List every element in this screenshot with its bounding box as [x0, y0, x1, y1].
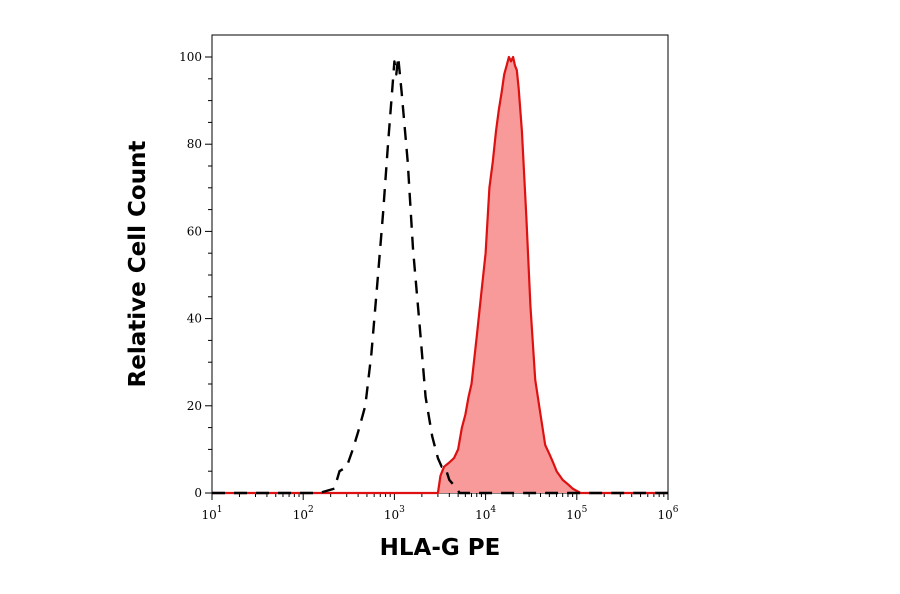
x-tick-exponent: 2	[308, 505, 314, 515]
x-tick-label: 105	[566, 505, 587, 522]
x-tick-label: 103	[384, 505, 405, 522]
x-tick-label: 101	[201, 505, 222, 522]
x-tick-exponent: 3	[399, 505, 405, 515]
y-tick-label: 20	[187, 399, 202, 413]
x-tick-base: 10	[384, 508, 399, 522]
x-tick-base: 10	[293, 508, 308, 522]
x-tick-exponent: 6	[673, 505, 679, 515]
x-tick-label: 106	[657, 505, 678, 522]
y-tick-label: 80	[187, 137, 202, 151]
x-tick-label: 104	[475, 505, 496, 522]
y-tick-label: 60	[187, 224, 202, 238]
x-tick-exponent: 1	[217, 505, 223, 515]
x-axis-title: HLA-G PE	[380, 535, 501, 561]
x-tick-label: 102	[293, 505, 314, 522]
y-axis-title: Relative Cell Count	[125, 141, 151, 388]
x-tick-exponent: 5	[582, 505, 588, 515]
stained-histogram-outline	[212, 55, 668, 495]
x-tick-base: 10	[657, 508, 672, 522]
x-tick-exponent: 4	[490, 505, 496, 515]
x-tick-base: 10	[201, 508, 216, 522]
plot-frame	[211, 34, 669, 494]
series-group	[212, 55, 668, 495]
y-tick-label: 0	[194, 486, 202, 500]
x-tick-base: 10	[475, 508, 490, 522]
y-tick-label: 40	[187, 312, 202, 326]
x-tick-base: 10	[566, 508, 581, 522]
stained-histogram-area	[212, 57, 668, 493]
y-tick-label: 100	[179, 50, 202, 64]
control-histogram-line	[212, 55, 668, 495]
